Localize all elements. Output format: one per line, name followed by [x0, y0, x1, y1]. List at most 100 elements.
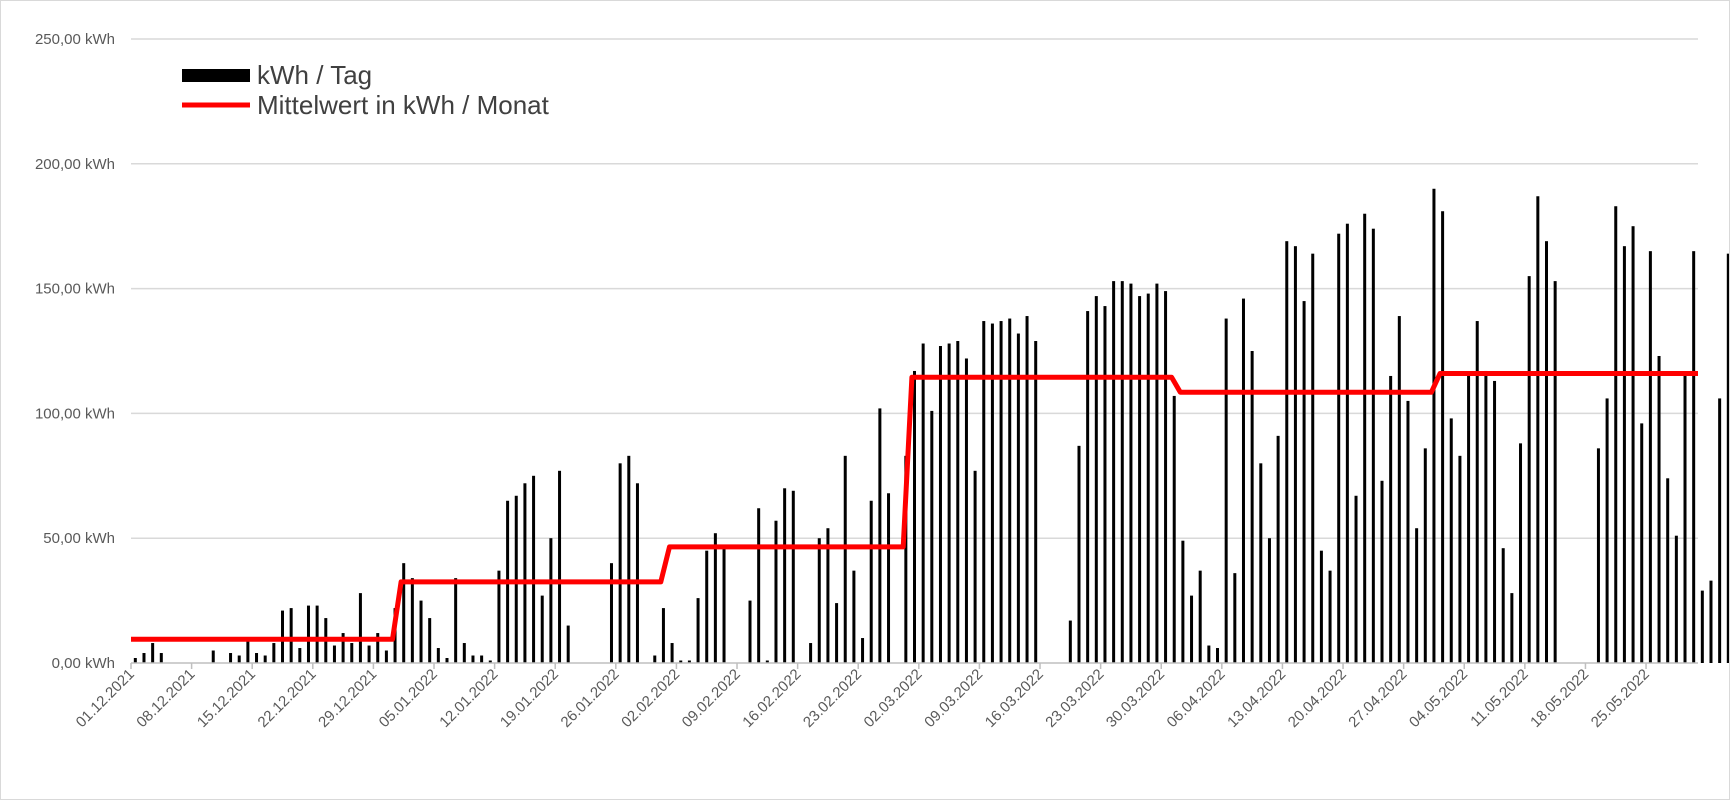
x-tick-label: 09.02.2022 [679, 666, 744, 731]
daily-bar [549, 538, 553, 663]
daily-bar [1449, 418, 1453, 663]
daily-bar [558, 470, 562, 663]
daily-bar [947, 343, 951, 663]
daily-bar [1164, 291, 1168, 663]
daily-bar [1605, 398, 1609, 663]
daily-bar [1441, 211, 1445, 663]
daily-bar [1259, 463, 1263, 663]
daily-bar [1415, 528, 1419, 663]
daily-bar [471, 655, 475, 663]
x-tick-label: 13.04.2022 [1224, 666, 1289, 731]
daily-bar [298, 648, 302, 663]
daily-bar [263, 655, 267, 663]
daily-bar [1493, 380, 1497, 663]
daily-bar [376, 633, 380, 663]
x-tick-label: 19.01.2022 [497, 666, 562, 731]
daily-bar [358, 593, 362, 663]
daily-bar [783, 488, 787, 663]
daily-bar [1302, 301, 1306, 663]
daily-bar [1224, 318, 1228, 663]
x-tick-label: 16.02.2022 [739, 666, 804, 731]
daily-bar [350, 643, 354, 663]
daily-bar [255, 653, 259, 663]
daily-bar [497, 570, 501, 663]
daily-bar [211, 650, 215, 663]
daily-bar [332, 645, 336, 663]
daily-bar [1086, 311, 1090, 663]
daily-bar [1112, 281, 1116, 663]
daily-bar [1276, 435, 1280, 663]
monthly-mean-line [131, 371, 1698, 642]
daily-bar [237, 655, 241, 663]
daily-bar [488, 660, 492, 663]
daily-bar [1475, 321, 1479, 663]
daily-bar [246, 638, 250, 663]
daily-bar [1094, 296, 1098, 663]
daily-bar [1614, 206, 1618, 663]
daily-bar [1311, 253, 1315, 663]
y-tick-label: 0,00 kWh [52, 655, 115, 672]
daily-bar [843, 455, 847, 663]
daily-bar [696, 598, 700, 663]
daily-bar [1544, 241, 1548, 663]
daily-bar [627, 455, 631, 663]
daily-bar [1008, 318, 1012, 663]
daily-bar [1328, 570, 1332, 663]
daily-bar [1380, 480, 1384, 663]
x-tick-label: 01.12.2021 [73, 666, 138, 731]
daily-bar [1467, 373, 1471, 663]
x-tick-label: 09.03.2022 [921, 666, 986, 731]
daily-bar [887, 493, 891, 663]
daily-bar [757, 508, 761, 663]
daily-bar [1285, 241, 1289, 663]
daily-bar [142, 653, 146, 663]
daily-bar [1068, 620, 1072, 663]
x-tick-label: 12.01.2022 [436, 666, 501, 731]
daily-bar [809, 643, 813, 663]
daily-bars [133, 188, 1730, 664]
daily-bar [653, 655, 657, 663]
daily-bar [159, 653, 163, 663]
daily-bar [679, 660, 683, 663]
daily-bar [982, 321, 986, 663]
daily-bar [852, 570, 856, 663]
daily-bar [869, 500, 873, 663]
daily-bar [1146, 293, 1150, 663]
daily-bar [1337, 233, 1341, 664]
daily-bar [1216, 648, 1220, 663]
daily-bar [618, 463, 622, 663]
daily-bar [990, 323, 994, 663]
x-tick-label: 25.05.2022 [1588, 666, 1653, 731]
daily-bar [1233, 573, 1237, 663]
daily-bar [454, 578, 458, 663]
daily-bar [402, 563, 406, 663]
daily-bar [861, 638, 865, 663]
daily-bar [1345, 223, 1349, 664]
daily-bar [1389, 375, 1393, 663]
daily-bar [670, 643, 674, 663]
daily-bar [151, 643, 155, 663]
daily-bar [306, 605, 310, 663]
daily-bar [1432, 188, 1436, 663]
daily-bar [367, 645, 371, 663]
daily-bar [1138, 296, 1142, 663]
x-tick-label: 23.02.2022 [800, 666, 865, 731]
x-tick-label: 30.03.2022 [1103, 666, 1168, 731]
daily-bar [921, 343, 925, 663]
daily-bar [973, 470, 977, 663]
x-tick-label: 02.03.2022 [861, 666, 926, 731]
daily-bar [1683, 373, 1687, 663]
daily-bar [1250, 351, 1254, 663]
daily-bar [1363, 213, 1367, 663]
daily-bar [341, 633, 345, 663]
legend: kWh / Tag Mittelwert in kWh / Monat [182, 60, 550, 120]
daily-bar [765, 660, 769, 663]
daily-bar [1319, 550, 1323, 663]
daily-bar [791, 490, 795, 663]
x-axis-tick-labels: 01.12.202108.12.202115.12.202122.12.2021… [73, 663, 1653, 731]
daily-bar [1622, 246, 1626, 663]
daily-bar [436, 648, 440, 663]
x-tick-label: 27.04.2022 [1345, 666, 1410, 731]
